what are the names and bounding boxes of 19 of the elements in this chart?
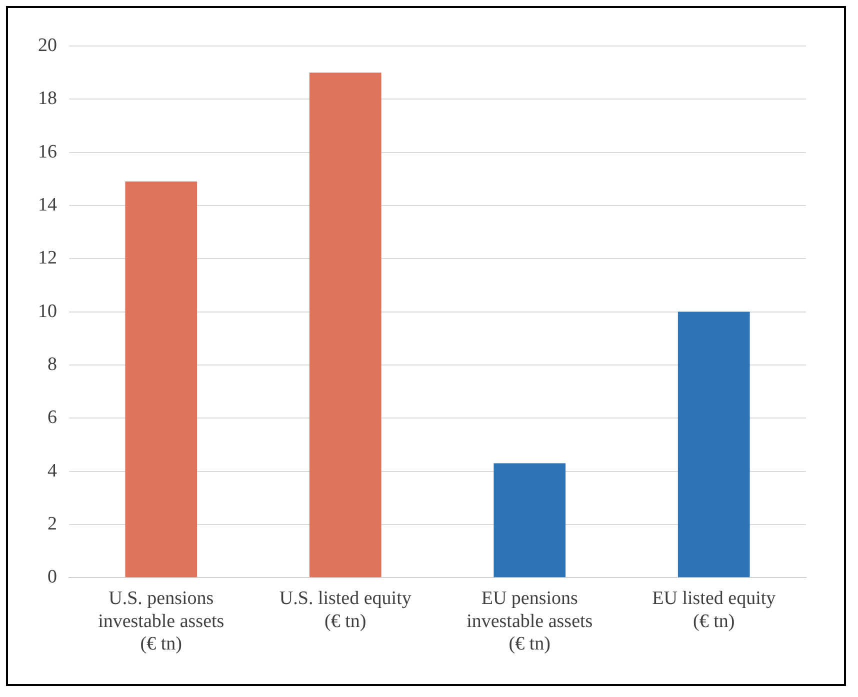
bar <box>125 182 198 578</box>
bar <box>494 463 566 578</box>
y-tick-label: 18 <box>38 88 57 110</box>
y-tick-label: 16 <box>38 141 57 162</box>
y-tick-label: 14 <box>38 194 58 216</box>
y-tick-label: 0 <box>48 566 57 588</box>
y-tick-label: 10 <box>38 300 57 322</box>
y-tick-label: 4 <box>48 460 58 482</box>
x-tick-label: U.S. pensions investable assets (€ tn) <box>98 588 224 655</box>
y-tick-label: 2 <box>48 513 57 534</box>
y-tick-label: 20 <box>38 34 57 56</box>
x-tick-label: U.S. listed equity (€ tn) <box>279 588 412 632</box>
x-tick-label: EU pensions investable assets (€ tn) <box>466 588 593 655</box>
y-tick-label: 12 <box>38 248 57 269</box>
bar <box>678 312 750 578</box>
x-tick-label: EU listed equity (€ tn) <box>652 588 776 632</box>
y-tick-label: 6 <box>48 407 57 428</box>
bar <box>309 72 382 578</box>
y-tick-label: 8 <box>48 354 57 375</box>
